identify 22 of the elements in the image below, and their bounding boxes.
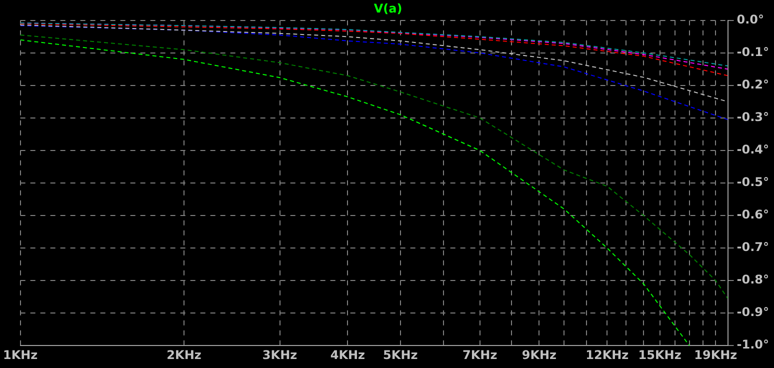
x-tick-label: 15KHz	[638, 348, 682, 362]
y-tick-label: 0.0°	[736, 12, 764, 27]
y-tick-label: -0.1°	[736, 45, 770, 60]
x-tick-label: 5KHz	[383, 348, 418, 362]
y-tick-label: -0.4°	[736, 142, 770, 157]
y-tick-label: -0.7°	[736, 240, 770, 254]
x-tick-label: 3KHz	[262, 348, 298, 362]
x-tick-label: 2KHz	[166, 348, 202, 362]
y-tick-label: -0.6°	[736, 208, 770, 222]
y-tick-label: -0.3°	[736, 110, 770, 124]
y-tick-label: -0.9°	[736, 305, 770, 320]
chart-title: V(a)	[374, 1, 402, 16]
y-tick-label: -0.2°	[736, 78, 770, 92]
x-tick-label: 1KHz	[2, 348, 38, 362]
y-tick-label: -0.5°	[736, 175, 770, 190]
x-tick-label: 9KHz	[522, 348, 557, 362]
x-tick-label: 4KHz	[330, 348, 366, 362]
x-tick-label: 12KHz	[586, 348, 629, 362]
x-tick-label: 19KHz	[694, 348, 738, 362]
x-tick-label: 7KHz	[462, 348, 498, 362]
y-tick-label: -0.8°	[736, 272, 770, 287]
y-tick-label: -1.0°	[736, 338, 770, 352]
